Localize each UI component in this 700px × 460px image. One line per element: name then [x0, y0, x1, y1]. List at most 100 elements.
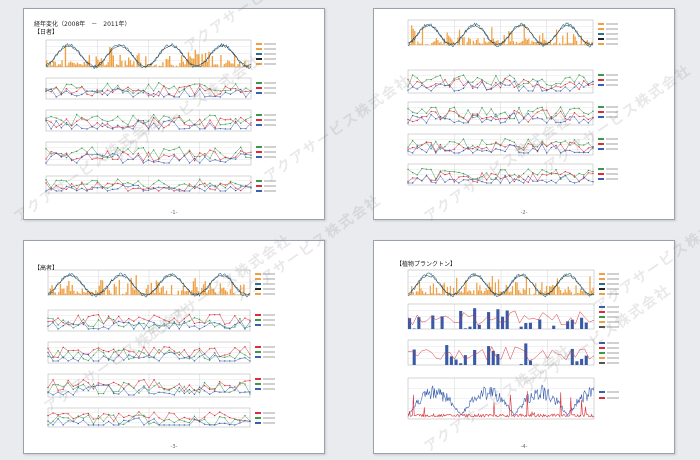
- precip-bar: [420, 288, 422, 295]
- precip-bar: [465, 279, 467, 295]
- temperature-precip-chart: [47, 269, 275, 298]
- precip-bar: [138, 293, 141, 295]
- legend-text-line: [263, 278, 275, 280]
- series-line: [407, 143, 594, 154]
- document-page-1: 経年変化（2008年 － 2011年） 【日者】 -1-: [23, 8, 325, 220]
- series-line: [47, 384, 251, 396]
- precip-bar: [439, 293, 441, 295]
- legend-swatch: [255, 278, 261, 280]
- precip-bar: [586, 293, 588, 295]
- precip-bar: [418, 43, 421, 45]
- precip-bar: [242, 65, 244, 67]
- series-line: [47, 411, 251, 422]
- precip-bar: [443, 282, 445, 295]
- legend-swatch: [255, 351, 261, 353]
- legend-swatch: [255, 388, 261, 390]
- data-bar: [449, 356, 453, 365]
- legend-text-line: [606, 43, 618, 45]
- precip-bar: [478, 42, 481, 45]
- precip-bar: [68, 280, 70, 295]
- legend-swatch: [598, 143, 604, 145]
- precip-bar: [131, 64, 133, 67]
- legend-swatch: [599, 288, 605, 290]
- precip-bar: [51, 285, 53, 295]
- precip-bar: [247, 64, 249, 67]
- legend-swatch: [599, 321, 605, 323]
- precip-bar: [549, 40, 552, 45]
- precip-bar: [54, 61, 56, 67]
- precip-bar: [462, 292, 464, 295]
- data-bar: [431, 315, 435, 329]
- bar-line-chart-panel: [407, 339, 619, 366]
- precip-bar: [102, 62, 104, 67]
- precip-bar: [503, 35, 505, 45]
- precip-bar: [502, 293, 504, 295]
- precip-bar: [544, 291, 546, 295]
- precip-bar: [78, 64, 80, 67]
- legend-swatch: [598, 148, 604, 150]
- precip-bar: [83, 61, 85, 67]
- legend-swatch: [598, 178, 604, 180]
- data-point: [45, 88, 47, 90]
- precip-bar: [497, 279, 500, 295]
- data-bar: [584, 322, 588, 329]
- precip-bar: [456, 277, 458, 295]
- legend-text-line: [607, 293, 619, 295]
- legend-swatch: [255, 346, 261, 348]
- precip-bar: [575, 285, 577, 295]
- precip-bar: [223, 287, 225, 295]
- precip-bar: [83, 292, 85, 295]
- precip-bar: [135, 275, 137, 295]
- precip-bar: [482, 43, 484, 45]
- precip-bar: [506, 43, 508, 45]
- precip-bar: [466, 42, 468, 45]
- precip-bar: [496, 293, 498, 295]
- precip-bar: [488, 282, 490, 295]
- precip-bar: [494, 282, 497, 295]
- precip-bar: [565, 43, 567, 45]
- data-bar: [459, 363, 463, 365]
- precip-bar: [542, 33, 544, 45]
- data-bar: [473, 349, 477, 365]
- precip-bar: [415, 291, 417, 295]
- series-line: [407, 171, 594, 183]
- legend-text-line: [263, 319, 275, 321]
- legend-swatch: [255, 319, 261, 321]
- temperature-line: [45, 44, 252, 68]
- data-point: [592, 172, 594, 175]
- precip-bar: [215, 64, 217, 67]
- series-line: [45, 152, 252, 164]
- legend-text-line: [606, 178, 618, 180]
- precip-bar: [440, 294, 442, 295]
- precip-bar: [426, 294, 428, 295]
- precip-bar: [424, 44, 427, 45]
- precip-bar: [237, 64, 239, 67]
- precip-bar: [508, 292, 510, 295]
- precip-bar: [511, 31, 513, 45]
- precip-bar: [232, 63, 234, 67]
- precip-bar: [63, 288, 65, 295]
- legend-text-line: [263, 324, 275, 326]
- legend-swatch: [256, 180, 262, 182]
- precip-bar: [515, 41, 518, 45]
- line-chart-panel: [407, 133, 618, 156]
- precip-bar: [409, 43, 411, 45]
- legend-text-line: [264, 92, 276, 94]
- precip-bar: [417, 291, 419, 295]
- precip-bar: [420, 43, 422, 45]
- legend-swatch: [599, 347, 605, 349]
- precip-bar: [576, 293, 579, 295]
- precip-bar: [569, 43, 572, 45]
- legend-text-line: [606, 74, 618, 76]
- precip-bar: [69, 61, 72, 67]
- precip-bar: [539, 35, 541, 45]
- precip-bar: [584, 293, 586, 295]
- legend-text-line: [606, 84, 618, 86]
- precip-bar: [167, 294, 169, 295]
- data-bar: [459, 310, 463, 329]
- precip-bar: [74, 293, 77, 295]
- precip-bar: [581, 291, 583, 295]
- precip-bar: [64, 293, 67, 295]
- precip-bar: [177, 290, 179, 295]
- precip-bar: [103, 290, 105, 295]
